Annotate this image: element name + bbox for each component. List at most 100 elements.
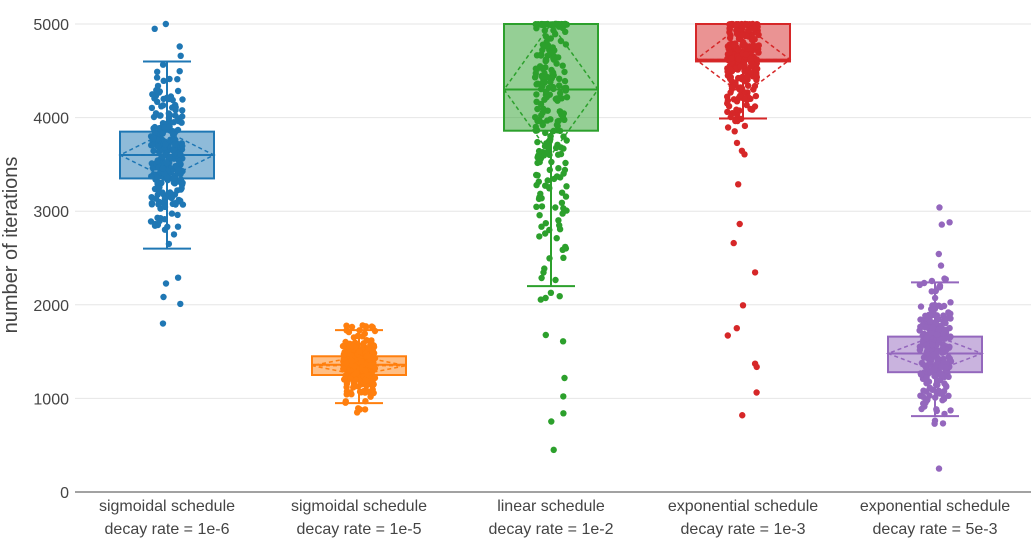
sample-point: [362, 377, 369, 384]
sample-point: [923, 374, 930, 382]
sample-point: [151, 123, 158, 131]
sample-point: [547, 289, 555, 296]
sample-point: [160, 77, 167, 85]
sample-point: [161, 203, 169, 211]
x-tick-label: linear schedule decay rate = 1e-2: [489, 498, 614, 538]
sample-point: [737, 63, 744, 70]
sample-point: [177, 300, 184, 308]
x-tick-label-line2: decay rate = 1e-5: [297, 521, 422, 538]
sample-point-extreme: [739, 412, 746, 419]
sample-point: [735, 55, 742, 63]
sample-point: [162, 141, 169, 148]
sample-point: [560, 254, 567, 261]
sample-point: [750, 42, 757, 49]
sample-point: [938, 221, 945, 228]
sample-point: [533, 52, 541, 59]
sample-point: [542, 331, 549, 339]
sample-point: [368, 369, 375, 376]
sample-point: [733, 30, 741, 37]
sample-point: [356, 348, 363, 355]
sample-point: [947, 407, 954, 414]
sample-point: [536, 158, 543, 166]
sample-point: [553, 235, 560, 242]
sample-point: [941, 335, 949, 342]
sample-point-extreme: [550, 446, 557, 454]
sample-point: [559, 62, 566, 69]
sample-point: [560, 170, 567, 177]
sample-point: [562, 245, 570, 252]
sample-point-extreme: [935, 465, 943, 472]
y-tick-label: 3000: [33, 204, 69, 221]
sample-point: [945, 309, 952, 316]
sample-point: [556, 127, 564, 135]
sample-point: [546, 185, 553, 192]
sample-point: [362, 367, 369, 374]
sd-diamond: [311, 355, 407, 376]
sample-point: [928, 312, 935, 319]
sample-point: [542, 294, 549, 302]
sample-point: [177, 176, 185, 183]
sample-point: [541, 27, 548, 34]
sample-point: [931, 365, 938, 373]
sample-point: [733, 21, 740, 28]
sample-point: [159, 130, 166, 137]
sample-point: [174, 187, 181, 194]
sample-point: [740, 40, 747, 48]
sample-point: [531, 74, 539, 81]
sample-point: [933, 406, 940, 413]
sample-point: [926, 384, 934, 391]
sample-point: [926, 392, 933, 399]
sample-point: [924, 345, 931, 353]
y-tick-label: 1000: [33, 391, 69, 408]
sample-point: [165, 95, 173, 103]
y-axis-label: number of iterations: [0, 157, 22, 334]
sample-point: [562, 193, 570, 200]
sample-point: [367, 362, 374, 369]
sample-point: [917, 371, 925, 378]
x-tick-label-line2: decay rate = 1e-3: [681, 521, 806, 538]
sample-point: [939, 420, 947, 427]
sample-point: [538, 223, 545, 230]
sample-point: [371, 374, 379, 382]
sample-point: [753, 76, 760, 84]
sample-point: [535, 117, 542, 125]
sample-point: [359, 333, 366, 340]
sample-point: [161, 216, 168, 223]
sample-point: [755, 31, 762, 38]
sample-point: [928, 277, 936, 285]
sample-point: [348, 357, 355, 364]
sample-point: [749, 34, 757, 42]
sample-point: [171, 141, 179, 148]
sample-point: [733, 139, 741, 147]
sample-point: [345, 328, 353, 336]
sample-point: [735, 181, 742, 188]
x-tick-label-line2: decay rate = 1e-6: [105, 521, 230, 538]
sample-point: [546, 166, 553, 174]
sample-point: [933, 312, 941, 319]
sample-point: [370, 381, 377, 388]
sample-point: [940, 312, 947, 319]
sample-point: [535, 147, 543, 155]
sample-point: [724, 100, 731, 107]
sample-point: [741, 122, 749, 130]
sample-point: [554, 122, 561, 130]
sample-point: [538, 112, 545, 119]
box-group: [694, 20, 792, 419]
sample-point: [166, 123, 173, 130]
sample-point: [744, 82, 752, 89]
sample-point: [356, 327, 363, 334]
sample-point: [155, 201, 162, 208]
sample-point: [179, 107, 186, 114]
sample-point: [936, 336, 943, 343]
sample-point: [726, 75, 734, 83]
x-tick-label-line2: decay rate = 5e-3: [873, 521, 998, 538]
sample-point: [159, 189, 166, 196]
sample-point: [560, 410, 567, 417]
sample-point: [928, 288, 935, 295]
sample-point: [726, 25, 733, 32]
sample-point: [557, 37, 565, 45]
sample-point: [152, 195, 160, 202]
sample-point: [550, 55, 557, 62]
